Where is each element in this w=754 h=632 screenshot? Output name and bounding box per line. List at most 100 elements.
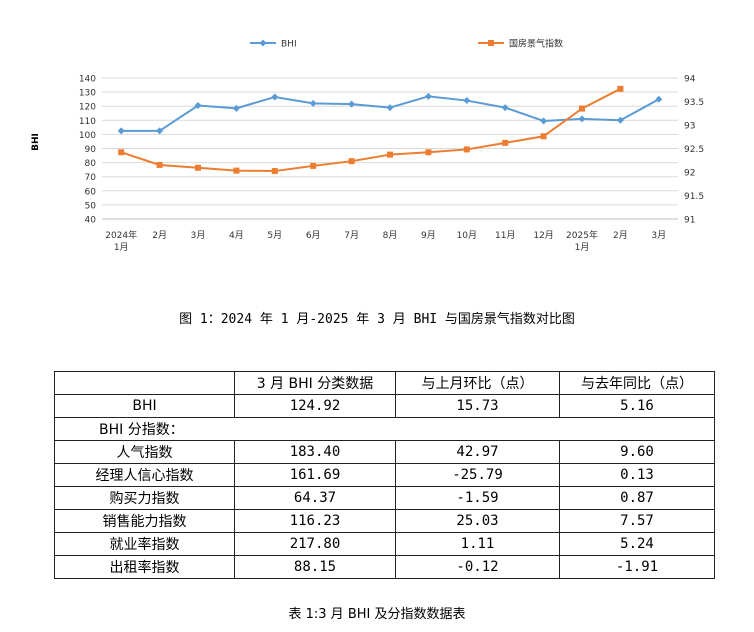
table-row: 就业率指数 217.80 1.11 5.24 <box>54 532 715 556</box>
table-cell: 7.57 <box>559 509 715 533</box>
legend-label: 国房景气指数 <box>509 38 563 50</box>
bhi-data-point <box>540 117 548 125</box>
y-right-tick-label: 93 <box>684 122 695 132</box>
table-row: 经理人信心指数 161.69 -25.79 0.13 <box>54 463 715 487</box>
guofang-data-point <box>387 151 393 158</box>
table-cell: 0.87 <box>559 486 715 510</box>
y-left-tick-label: 100 <box>79 131 96 141</box>
bhi-data-point <box>578 115 586 123</box>
row-label: 出租率指数 <box>54 555 235 579</box>
table-cell: 42.97 <box>395 440 560 464</box>
bhi-data-point <box>232 104 240 112</box>
table-header-cell: 3 月 BHI 分类数据 <box>234 371 396 395</box>
row-label: 购买力指数 <box>54 486 235 510</box>
series-line-guofang <box>120 87 621 173</box>
table-row: 购买力指数 64.37 -1.59 0.87 <box>54 486 715 510</box>
x-tick-label: 3月 <box>651 230 666 241</box>
guofang-data-point <box>156 161 163 168</box>
table-row: BHI 124.92 15.73 5.16 <box>54 394 715 418</box>
x-tick-label: 7月 <box>344 230 359 241</box>
table-row: 出租率指数 88.15 -0.12 -1.91 <box>54 555 715 579</box>
table-cell: 25.03 <box>395 509 560 533</box>
table-cell: 9.60 <box>559 440 715 464</box>
x-tick-label: 9月 <box>421 230 436 241</box>
x-tick-label: 8月 <box>383 230 398 241</box>
table-cell: 88.15 <box>234 555 396 579</box>
table-header-cell: 与上月环比（点） <box>395 371 560 395</box>
row-label: BHI 分指数： <box>54 417 715 441</box>
bhi-data-point <box>156 127 164 135</box>
bhi-data-point <box>117 127 125 135</box>
guofang-data-point <box>195 164 201 171</box>
table-cell: 124.92 <box>234 394 396 418</box>
table-cell: 64.37 <box>234 486 396 510</box>
x-tick-label: 5月 <box>267 230 282 241</box>
guofang-data-point <box>425 149 432 156</box>
table-cell: 161.69 <box>234 463 396 487</box>
x-tick-label: 10月 <box>457 230 477 241</box>
row-label: 就业率指数 <box>54 532 235 556</box>
guofang-data-point <box>579 105 585 112</box>
bhi-data-point <box>463 97 471 105</box>
y-right-tick-label: 91.5 <box>684 192 704 202</box>
row-label: 销售能力指数 <box>54 509 235 533</box>
table-row: 人气指数 183.40 42.97 9.60 <box>54 440 715 464</box>
x-tick-label: 11月 <box>495 230 515 241</box>
row-label: BHI <box>54 394 235 418</box>
y-right-tick-label: 93.5 <box>684 98 704 108</box>
y-left-tick-label: 120 <box>79 103 96 113</box>
x-tick-label: 2024年 1月 <box>105 229 137 253</box>
x-tick-label: 3月 <box>191 230 206 241</box>
y-right-tick-label: 92.5 <box>684 145 704 155</box>
table-cell: 116.23 <box>234 509 396 533</box>
y-left-tick-label: 70 <box>85 173 97 183</box>
y-left-tick-label: 60 <box>85 187 97 197</box>
table-cell: 1.11 <box>395 532 560 556</box>
table-cell: -1.91 <box>559 555 715 579</box>
bhi-comparison-chart: 40 50 60 70 80 90 100 110 120 130 140 91 91.5 92 92.5 9… <box>31 38 704 254</box>
table-cell: 15.73 <box>395 394 560 418</box>
bhi-data-point <box>655 95 663 103</box>
x-tick-label: 2月 <box>613 230 628 241</box>
y-left-tick-label: 130 <box>79 89 96 99</box>
y-left-tick-label: 80 <box>85 159 97 169</box>
table-cell: 217.80 <box>234 532 396 556</box>
bhi-data-point <box>271 93 279 101</box>
table-cell: -25.79 <box>395 463 560 487</box>
table-row: 销售能力指数 116.23 25.03 7.57 <box>54 509 715 533</box>
guofang-data-point <box>310 162 317 169</box>
table-cell: 5.24 <box>559 532 715 556</box>
guofang-data-point <box>348 158 355 165</box>
bhi-data-point <box>348 100 356 108</box>
figure-caption: 图 1：2024 年 1 月-2025 年 3 月 BHI 与国房景气指数对比图 <box>179 312 575 327</box>
row-label: 人气指数 <box>54 440 235 464</box>
guofang-data-point <box>502 139 509 146</box>
bhi-data-table: 3 月 BHI 分类数据 与上月环比（点） 与去年同比（点） BHI 124.92 15.… <box>54 371 715 579</box>
guofang-data-point <box>540 133 547 140</box>
x-tick-label: 4月 <box>229 230 244 241</box>
legend-marker <box>488 40 494 46</box>
bhi-data-point <box>386 104 394 112</box>
guofang-data-point <box>233 167 240 174</box>
table-caption: 表 1:3 月 BHI 及分指数数据表 <box>288 607 466 622</box>
guofang-data-point <box>463 146 470 153</box>
x-tick-label: 6月 <box>306 230 321 241</box>
x-tick-label: 2025年 1月 <box>566 229 598 253</box>
y-right-tick-label: 94 <box>684 75 696 85</box>
legend-label: BHI <box>281 40 297 50</box>
table-header-cell: 与去年同比（点） <box>559 371 715 395</box>
guofang-data-point <box>118 149 125 156</box>
bhi-data-point <box>501 104 509 112</box>
table-row: BHI 分指数： <box>54 417 715 441</box>
table-cell: -0.12 <box>395 555 560 579</box>
y-left-tick-label: 40 <box>85 216 97 226</box>
row-label: 经理人信心指数 <box>54 463 235 487</box>
table-header-cell <box>54 371 235 395</box>
guofang-data-point <box>271 168 278 175</box>
guofang-data-point <box>617 85 624 92</box>
y-right-tick-label: 92 <box>684 169 695 179</box>
table-cell: 183.40 <box>234 440 396 464</box>
table-cell: 0.13 <box>559 463 715 487</box>
y-right-tick-label: 91 <box>684 216 695 226</box>
y-left-tick-label: 140 <box>79 75 96 85</box>
